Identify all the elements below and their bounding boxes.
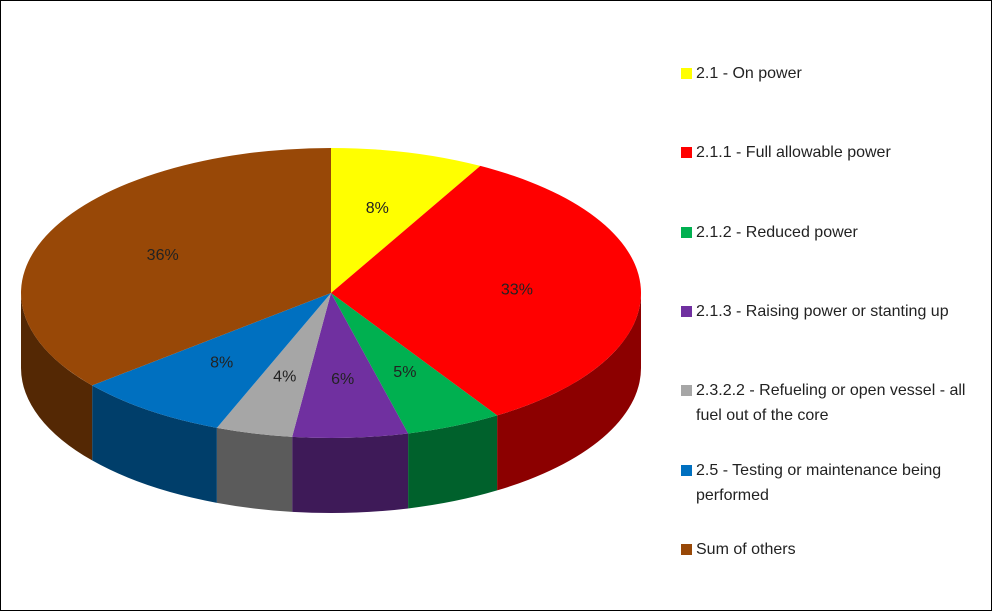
legend-swatch: [681, 543, 692, 555]
legend-label: 2.3.2.2 - Refueling or open vessel - all…: [696, 382, 966, 425]
legend-label: 2.1 - On power: [696, 65, 802, 82]
legend-item: 2.1.3 - Raising power or stanting up: [681, 299, 973, 324]
pie-area: 8% 33% 5% 6% 4% 8% 36%: [20, 148, 641, 513]
legend-item: 2.5 - Testing or maintenance being perfo…: [681, 458, 973, 508]
slice: [20, 148, 331, 386]
slice: [92, 293, 331, 428]
legend-item: Sum of others: [681, 537, 973, 562]
legend-label: 2.1.1 - Full allowable power: [696, 144, 891, 162]
legend-label: Sum of others: [696, 540, 796, 558]
slice-side: [408, 415, 498, 509]
legend-swatch: [681, 226, 692, 238]
data-label: 33%: [501, 281, 533, 298]
slice: [331, 148, 481, 293]
slice-side: [92, 385, 217, 503]
legend-item: 2.1.2 - Reduced power: [681, 220, 973, 245]
legend-label: 2.5 - Testing or maintenance being perfo…: [696, 461, 942, 504]
legend-label: 2.1.2 - Reduced power: [696, 223, 858, 241]
data-label: 8%: [366, 200, 389, 217]
data-label: 36%: [147, 247, 179, 264]
legend-item: 2.3.2.2 - Refueling or open vessel - all…: [681, 378, 973, 428]
legend-swatch: [681, 464, 692, 476]
data-label: 4%: [273, 368, 296, 385]
legend-item: 2.1 - On power: [681, 61, 973, 86]
slice-side: [292, 433, 409, 513]
data-label: 8%: [210, 355, 233, 372]
slice-side: [497, 293, 641, 491]
slice: [292, 293, 409, 438]
slice: [331, 293, 498, 434]
data-label: 5%: [393, 364, 416, 381]
legend-label: 2.1.3 - Raising power or stanting up: [696, 302, 949, 320]
legend-swatch: [681, 305, 692, 317]
legend-item: 2.1.1 - Full allowable power: [681, 140, 973, 165]
slice: [216, 293, 331, 437]
data-label: 6%: [331, 371, 354, 388]
slice: [331, 165, 641, 416]
legend-swatch: [681, 68, 692, 79]
slice-side: [216, 427, 293, 512]
slice-side: [21, 293, 93, 461]
legend-swatch: [681, 385, 692, 397]
legend-swatch: [681, 147, 692, 159]
